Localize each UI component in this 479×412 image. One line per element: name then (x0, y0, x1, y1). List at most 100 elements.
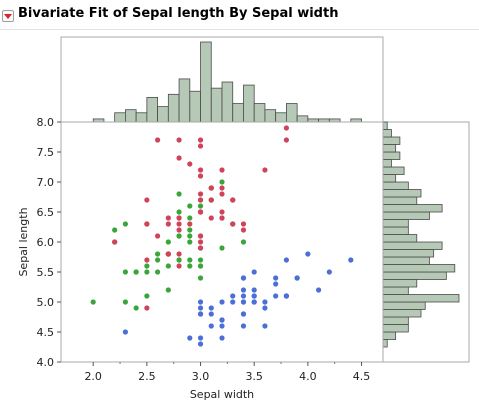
data-point (155, 137, 161, 143)
y-histogram-bar (382, 234, 418, 243)
data-point (240, 227, 247, 233)
data-point (176, 227, 182, 233)
data-point (273, 281, 279, 287)
data-point (219, 317, 225, 323)
x-histogram-bar (253, 103, 266, 123)
data-point (208, 215, 214, 221)
x-histogram-bar (157, 106, 169, 123)
y-tick-label: 5.5 (37, 266, 55, 279)
data-point (155, 233, 161, 239)
y-histogram-bar (382, 151, 401, 160)
data-point (187, 257, 193, 263)
data-point (219, 179, 225, 185)
y-histogram-bar (382, 219, 409, 228)
data-point (176, 251, 182, 257)
y-histogram-bar (382, 279, 418, 288)
x-tick-label: 3.0 (192, 370, 210, 383)
data-point (197, 209, 204, 215)
data-point (122, 269, 128, 275)
y-histogram-bar (382, 339, 388, 348)
data-point (240, 287, 247, 293)
x-tick-label: 3.5 (245, 370, 263, 383)
disclosure-toggle-icon[interactable] (2, 10, 14, 22)
data-point (197, 299, 204, 305)
data-point (283, 257, 289, 263)
report-title: Bivariate Fit of Sepal length By Sepal w… (18, 6, 339, 21)
data-point (251, 293, 257, 299)
x-histogram-bar (178, 78, 191, 123)
y-histogram-bar (382, 256, 430, 265)
data-point (187, 335, 193, 341)
data-point (187, 239, 193, 245)
data-point (251, 287, 257, 293)
data-point (155, 251, 161, 257)
y-histogram-bar (382, 309, 422, 318)
data-point (219, 191, 225, 197)
data-point (165, 239, 171, 245)
data-point (197, 203, 204, 209)
y-tick-label: 4.0 (37, 356, 55, 369)
data-point (133, 269, 139, 275)
data-point (230, 293, 236, 299)
y-histogram-bar (382, 271, 447, 280)
y-histogram-bar (382, 136, 401, 145)
data-point (176, 257, 182, 263)
x-histogram-bar (210, 87, 223, 123)
data-point (144, 293, 150, 299)
data-point (219, 185, 225, 191)
data-point (197, 335, 204, 341)
x-histogram-bar (232, 103, 244, 123)
x-histogram-bar (146, 96, 159, 123)
data-point (219, 323, 225, 329)
data-point (197, 191, 204, 197)
data-point (208, 185, 214, 191)
data-point (122, 329, 128, 335)
data-point (176, 191, 182, 197)
data-point (197, 173, 204, 179)
data-point (197, 341, 204, 347)
data-point (165, 287, 171, 293)
data-point (197, 197, 204, 203)
data-point (112, 227, 118, 233)
y-tick-label: 8.0 (37, 116, 55, 129)
data-point (112, 239, 118, 245)
data-point (230, 197, 236, 203)
data-point (294, 275, 300, 281)
data-point (155, 269, 161, 275)
y-tick-label: 5.0 (37, 296, 55, 309)
y-histogram-bar (382, 301, 426, 310)
data-point (176, 215, 182, 221)
data-point (208, 305, 214, 311)
data-point (176, 137, 182, 143)
data-point (316, 287, 322, 293)
y-histogram-bar (382, 324, 409, 333)
y-tick-label: 6.5 (37, 206, 55, 219)
x-histogram-bar (189, 90, 201, 123)
x-histogram-bar (167, 93, 180, 123)
data-point (176, 155, 182, 161)
data-point (240, 275, 247, 281)
data-point (197, 311, 204, 317)
data-point (144, 221, 150, 227)
data-point (165, 251, 171, 257)
data-point (251, 269, 257, 275)
x-histogram-bar (264, 109, 277, 123)
y-histogram-bar (382, 226, 409, 235)
data-point (348, 257, 354, 263)
data-point (187, 233, 193, 239)
y-histogram-bar (382, 204, 443, 213)
x-tick-label: 2.5 (138, 370, 156, 383)
y-histogram-bar (382, 129, 392, 138)
y-axis: 4.0 4.5 5.0 5.5 6.0 6.5 7.0 7.5 8.0 (37, 116, 61, 369)
data-point (283, 293, 289, 299)
data-point (305, 251, 311, 257)
x-axis-label: Sepal width (190, 388, 254, 401)
data-point (144, 197, 150, 203)
data-point (273, 293, 279, 299)
report-header: Bivariate Fit of Sepal length By Sepal w… (0, 0, 479, 30)
y-histogram-bar (382, 331, 397, 340)
data-point (197, 167, 204, 173)
data-point (230, 299, 236, 305)
data-point (144, 263, 150, 269)
x-histogram-bar (275, 112, 287, 123)
